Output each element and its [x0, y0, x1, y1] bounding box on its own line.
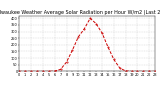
Title: Milwaukee Weather Average Solar Radiation per Hour W/m2 (Last 24 Hours): Milwaukee Weather Average Solar Radiatio… — [0, 10, 160, 15]
